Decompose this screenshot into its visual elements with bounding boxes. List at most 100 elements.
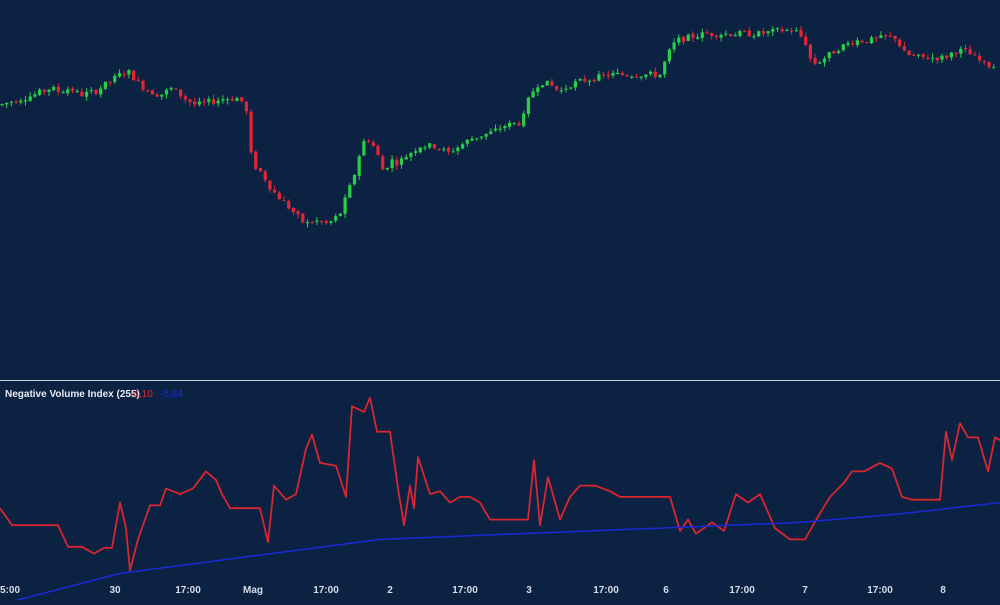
candle[interactable]	[639, 76, 643, 81]
candle[interactable]	[291, 207, 295, 215]
candle[interactable]	[597, 70, 601, 82]
candle[interactable]	[517, 120, 521, 127]
candle[interactable]	[310, 221, 314, 224]
candle[interactable]	[183, 93, 187, 104]
candle[interactable]	[766, 30, 770, 37]
candle[interactable]	[663, 60, 667, 78]
candle[interactable]	[268, 180, 272, 193]
candle[interactable]	[244, 100, 248, 115]
candle[interactable]	[442, 146, 446, 152]
candle[interactable]	[667, 48, 671, 65]
candle[interactable]	[822, 56, 827, 67]
candle[interactable]	[348, 183, 352, 198]
candle[interactable]	[70, 86, 75, 94]
candle[interactable]	[33, 91, 37, 98]
candle[interactable]	[19, 98, 23, 105]
candle[interactable]	[324, 219, 328, 225]
candle[interactable]	[775, 27, 780, 32]
candle[interactable]	[714, 34, 718, 40]
candle[interactable]	[818, 60, 822, 65]
candle[interactable]	[465, 139, 469, 147]
candle[interactable]	[620, 71, 624, 76]
candle[interactable]	[587, 79, 592, 86]
candle[interactable]	[508, 120, 512, 130]
candle[interactable]	[277, 191, 281, 200]
candle[interactable]	[240, 97, 244, 103]
candle[interactable]	[89, 86, 93, 94]
candle[interactable]	[884, 34, 888, 41]
candle[interactable]	[428, 142, 432, 149]
candle[interactable]	[536, 84, 540, 96]
candle[interactable]	[672, 38, 676, 53]
candle[interactable]	[992, 64, 996, 69]
candle[interactable]	[569, 87, 573, 90]
candle[interactable]	[898, 38, 902, 48]
candle[interactable]	[780, 26, 784, 33]
candle[interactable]	[879, 31, 883, 39]
candle[interactable]	[66, 86, 70, 97]
candle[interactable]	[860, 39, 864, 44]
candle[interactable]	[926, 54, 930, 60]
candle[interactable]	[949, 52, 953, 61]
candle[interactable]	[437, 148, 441, 152]
candle[interactable]	[855, 37, 859, 48]
candle[interactable]	[376, 143, 380, 156]
candle[interactable]	[602, 72, 606, 79]
candle[interactable]	[263, 169, 267, 183]
candle[interactable]	[743, 29, 747, 33]
candle[interactable]	[907, 49, 911, 56]
candle[interactable]	[902, 41, 906, 51]
candle[interactable]	[945, 54, 949, 60]
candle[interactable]	[103, 81, 107, 91]
candle[interactable]	[583, 75, 587, 84]
candle[interactable]	[677, 34, 681, 46]
candle[interactable]	[794, 27, 798, 32]
candle[interactable]	[747, 26, 751, 37]
candle[interactable]	[221, 95, 225, 104]
candle[interactable]	[132, 70, 136, 81]
candle[interactable]	[395, 156, 399, 170]
candle[interactable]	[451, 147, 455, 153]
candle[interactable]	[813, 54, 817, 66]
candle[interactable]	[851, 40, 855, 47]
candle[interactable]	[978, 52, 982, 64]
candle[interactable]	[385, 167, 389, 171]
candle[interactable]	[940, 53, 944, 63]
candle[interactable]	[573, 78, 577, 91]
candle[interactable]	[42, 88, 46, 96]
candle[interactable]	[982, 59, 986, 66]
candle[interactable]	[503, 124, 507, 132]
candle[interactable]	[888, 31, 892, 38]
candle[interactable]	[28, 92, 32, 102]
candle[interactable]	[0, 103, 4, 107]
candle[interactable]	[475, 138, 479, 141]
candle[interactable]	[150, 89, 154, 95]
candle[interactable]	[216, 97, 220, 107]
candle[interactable]	[136, 76, 140, 82]
candle[interactable]	[686, 33, 690, 42]
candle[interactable]	[799, 26, 803, 39]
candle[interactable]	[649, 70, 653, 77]
candle[interactable]	[752, 33, 756, 40]
candle[interactable]	[75, 89, 79, 93]
candle[interactable]	[761, 27, 765, 38]
candle[interactable]	[287, 199, 291, 210]
candle[interactable]	[52, 85, 56, 92]
candle[interactable]	[954, 51, 958, 58]
candle[interactable]	[273, 185, 277, 193]
candle[interactable]	[193, 97, 197, 108]
candle[interactable]	[559, 87, 563, 94]
candle[interactable]	[381, 154, 385, 170]
candle[interactable]	[418, 147, 422, 154]
candle[interactable]	[85, 88, 89, 101]
candle[interactable]	[423, 145, 427, 151]
candle[interactable]	[790, 27, 794, 35]
candle[interactable]	[550, 78, 554, 87]
candle[interactable]	[808, 44, 812, 63]
candle[interactable]	[804, 32, 808, 47]
candle[interactable]	[846, 40, 850, 47]
candle[interactable]	[179, 89, 183, 99]
candle[interactable]	[211, 94, 216, 107]
candle[interactable]	[498, 124, 502, 133]
candle[interactable]	[564, 84, 568, 93]
